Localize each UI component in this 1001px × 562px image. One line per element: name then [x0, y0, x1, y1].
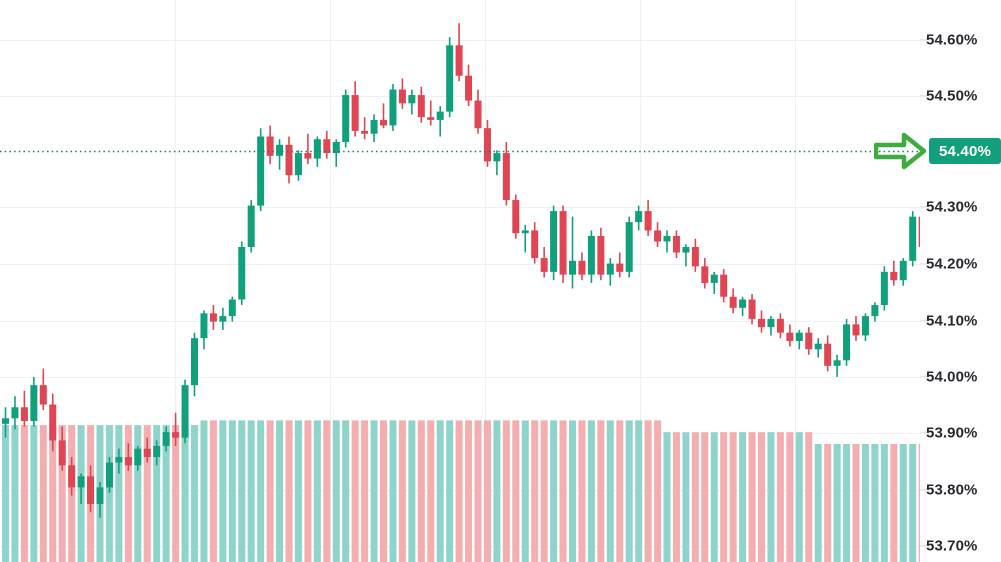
axis-tick-mark — [920, 432, 926, 434]
price-axis[interactable]: 54.60% 54.50% 54.30% 54.20% 54.10% 54.00% 53.9… — [920, 0, 1001, 562]
price-axis-tick-label: 54.00% — [926, 368, 978, 386]
price-axis-tick-label: 54.20% — [926, 255, 978, 273]
candlestick-series-layer[interactable] — [0, 0, 920, 562]
axis-tick-mark — [920, 320, 926, 322]
axis-tick-mark — [920, 376, 926, 378]
current-price-line — [0, 150, 920, 153]
price-axis-tick-label: 53.90% — [926, 424, 978, 442]
price-axis-tick-label: 53.70% — [926, 537, 978, 555]
current-price-label: 54.40% — [938, 142, 992, 160]
axis-tick-mark — [920, 206, 926, 208]
axis-tick-mark — [920, 39, 926, 41]
chart-plot-area[interactable] — [0, 0, 920, 562]
axis-tick-mark — [920, 489, 926, 491]
price-axis-tick-label: 54.10% — [926, 312, 978, 330]
price-axis-tick-label: 53.80% — [926, 481, 978, 499]
price-axis-tick-label: 54.50% — [926, 87, 978, 105]
green-arrow-pointer-icon — [874, 132, 926, 170]
price-axis-tick-label: 54.60% — [926, 31, 978, 49]
axis-tick-mark — [920, 263, 926, 265]
axis-tick-mark — [920, 95, 926, 97]
axis-tick-mark — [920, 545, 926, 547]
current-price-badge[interactable]: 54.40% — [929, 138, 1001, 164]
price-axis-tick-label: 54.30% — [926, 198, 978, 216]
